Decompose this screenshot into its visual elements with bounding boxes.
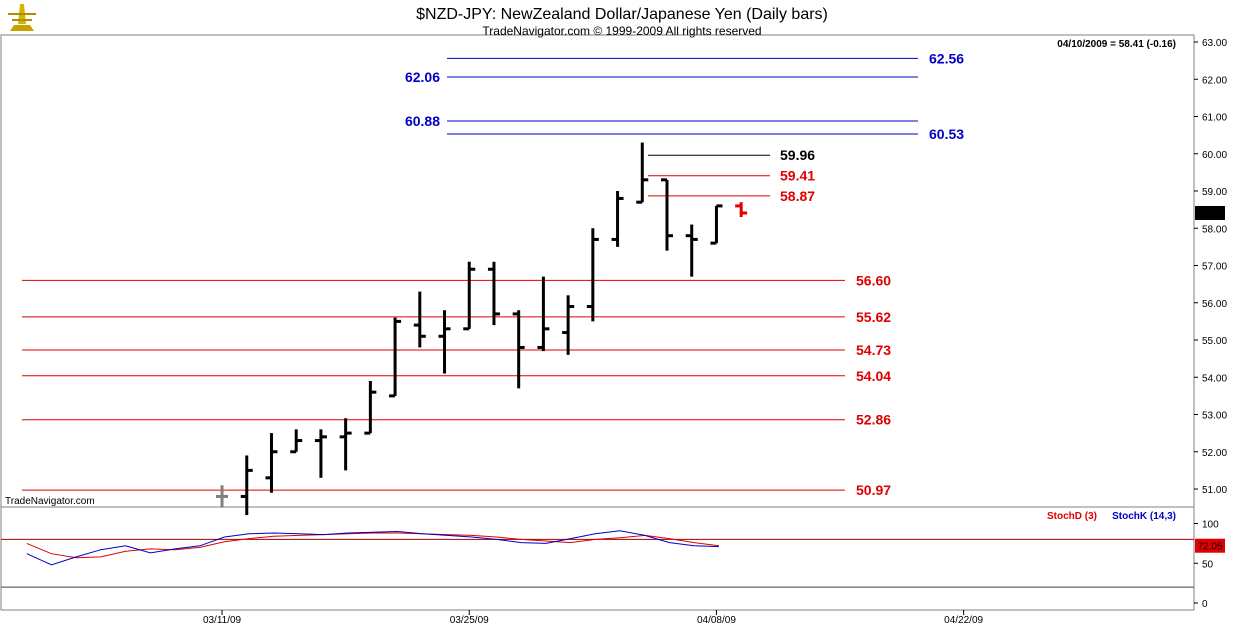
price-ytick-label: 53.00 [1202,411,1227,422]
swing-level-label: 59.96 [780,147,815,163]
ohlc-bar [314,429,327,478]
target-level-label: 60.88 [405,113,440,129]
price-layer: 63.00 62.00 61.00 60.00 59.00 58.00 57.00 56.00… [22,38,1227,626]
support-level-label: 52.86 [856,412,891,428]
ohlc-bar [562,295,575,355]
price-ytick-label: 59.00 [1202,187,1227,198]
target-level-label: 60.53 [929,126,964,142]
stoch-legend-k: StochK (14,3) [1112,511,1176,522]
ohlc-bar [661,178,673,251]
ohlc-bar-current [735,202,748,218]
price-ytick-label: 55.00 [1202,336,1227,347]
support-level-label: 54.04 [856,368,891,384]
price-ytick-label: 63.00 [1202,38,1227,49]
ohlc-bar [685,224,698,277]
price-ytick-label: 62.00 [1202,75,1227,86]
price-ytick-label: 52.00 [1202,448,1227,459]
ohlc-bar [240,455,253,516]
price-ytick-label: 58.00 [1202,224,1227,235]
support-level-label: 54.73 [856,342,891,358]
tradenavigator-logo [8,4,36,31]
ohlc-bar [339,418,352,471]
price-ytick-label: 61.00 [1202,113,1227,124]
xtick-label: 03/11/09 [203,615,242,626]
ohlc-bar [463,261,476,331]
ohlc-bar [611,191,624,247]
ohlc-bar [512,310,525,389]
xtick-label: 03/25/09 [450,615,489,626]
chart-title: $NZD-JPY: NewZealand Dollar/Japanese Yen… [416,6,828,23]
ohlc-bar [586,228,599,322]
stoch-series-line [26,530,719,566]
swing-level-label: 58.87 [780,188,815,204]
stoch-layer: 100 50 0 StochD (3) StochK (14,3) 72.05 [1,511,1225,610]
last-price-label: 58.41 [1197,209,1222,220]
stoch-last-marker [1195,538,1225,553]
stoch-series-line [26,532,719,559]
xtick-label: 04/22/09 [944,615,983,626]
stoch-panel-frame [0,506,1195,611]
ohlc-bar [438,310,451,374]
price-ytick-label: 54.00 [1202,373,1227,384]
xtick-label: 04/08/09 [697,615,736,626]
target-level-label: 62.56 [929,50,964,66]
ohlc-bar [636,142,649,204]
chart-copyright: TradeNavigator.com © 1999-2009 All right… [482,24,761,38]
ohlc-bar [265,433,278,493]
ohlc-bar [537,276,550,352]
support-level-label: 56.60 [856,272,891,288]
ohlc-bar [710,204,723,245]
price-panel-frame [0,34,1195,508]
ohlc-bar [290,429,303,454]
swing-level-label: 59.41 [780,168,815,184]
price-ytick-label: 56.00 [1202,299,1227,310]
ohlc-bar [389,317,402,398]
ohlc-bar-partial [216,485,229,508]
price-ytick-label: 57.00 [1202,262,1227,273]
support-level-label: 55.62 [856,309,891,325]
last-quote-label: 04/10/2009 = 58.41 (-0.16) [1057,39,1176,50]
ohlc-bar [413,291,426,348]
ohlc-bar [364,380,377,435]
stoch-last-label: 72.05 [1197,542,1222,553]
stoch-legend-d: StochD (3) [1047,511,1097,522]
ohlc-bar [487,261,500,326]
target-level-label: 62.06 [405,69,440,85]
stoch-ytick-label: 100 [1202,520,1219,531]
price-ytick-label: 60.00 [1202,150,1227,161]
price-ytick-label: 51.00 [1202,485,1227,496]
stoch-ytick-label: 50 [1202,559,1214,570]
support-level-label: 50.97 [856,482,891,498]
watermark-text: TradeNavigator.com [5,496,95,507]
stoch-ytick-label: 0 [1202,599,1208,610]
last-price-marker [1195,205,1225,220]
